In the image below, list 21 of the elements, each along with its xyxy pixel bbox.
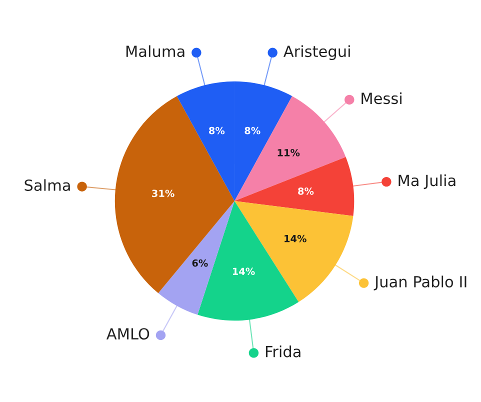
pie-slice: [234, 201, 354, 302]
pie-slice: [234, 96, 346, 201]
data-label: 11%: [278, 148, 300, 156]
slice-label: AMLO: [106, 328, 150, 340]
pie-slice: [114, 96, 235, 294]
legend-label: Aristegui: [283, 45, 350, 60]
data-label: 8%: [209, 126, 225, 134]
legend-label: Juan Pablo II: [374, 276, 466, 290]
data-label: 6%: [192, 259, 208, 267]
data-label: 14%: [284, 234, 306, 242]
legend-label: Frida: [266, 346, 300, 358]
slice-label: Maluma: [126, 45, 184, 58]
data-label: 31%: [152, 190, 174, 198]
data-label: 8%: [244, 126, 260, 134]
data-label: 14%: [232, 268, 255, 276]
data-label: 8%: [298, 187, 314, 195]
legend-label: Ma Julia: [398, 174, 456, 190]
pie-slice: [158, 201, 235, 315]
slice-label: Salma: [24, 179, 70, 192]
legend-label: Messi: [362, 92, 402, 104]
pie-slice: [234, 156, 354, 216]
